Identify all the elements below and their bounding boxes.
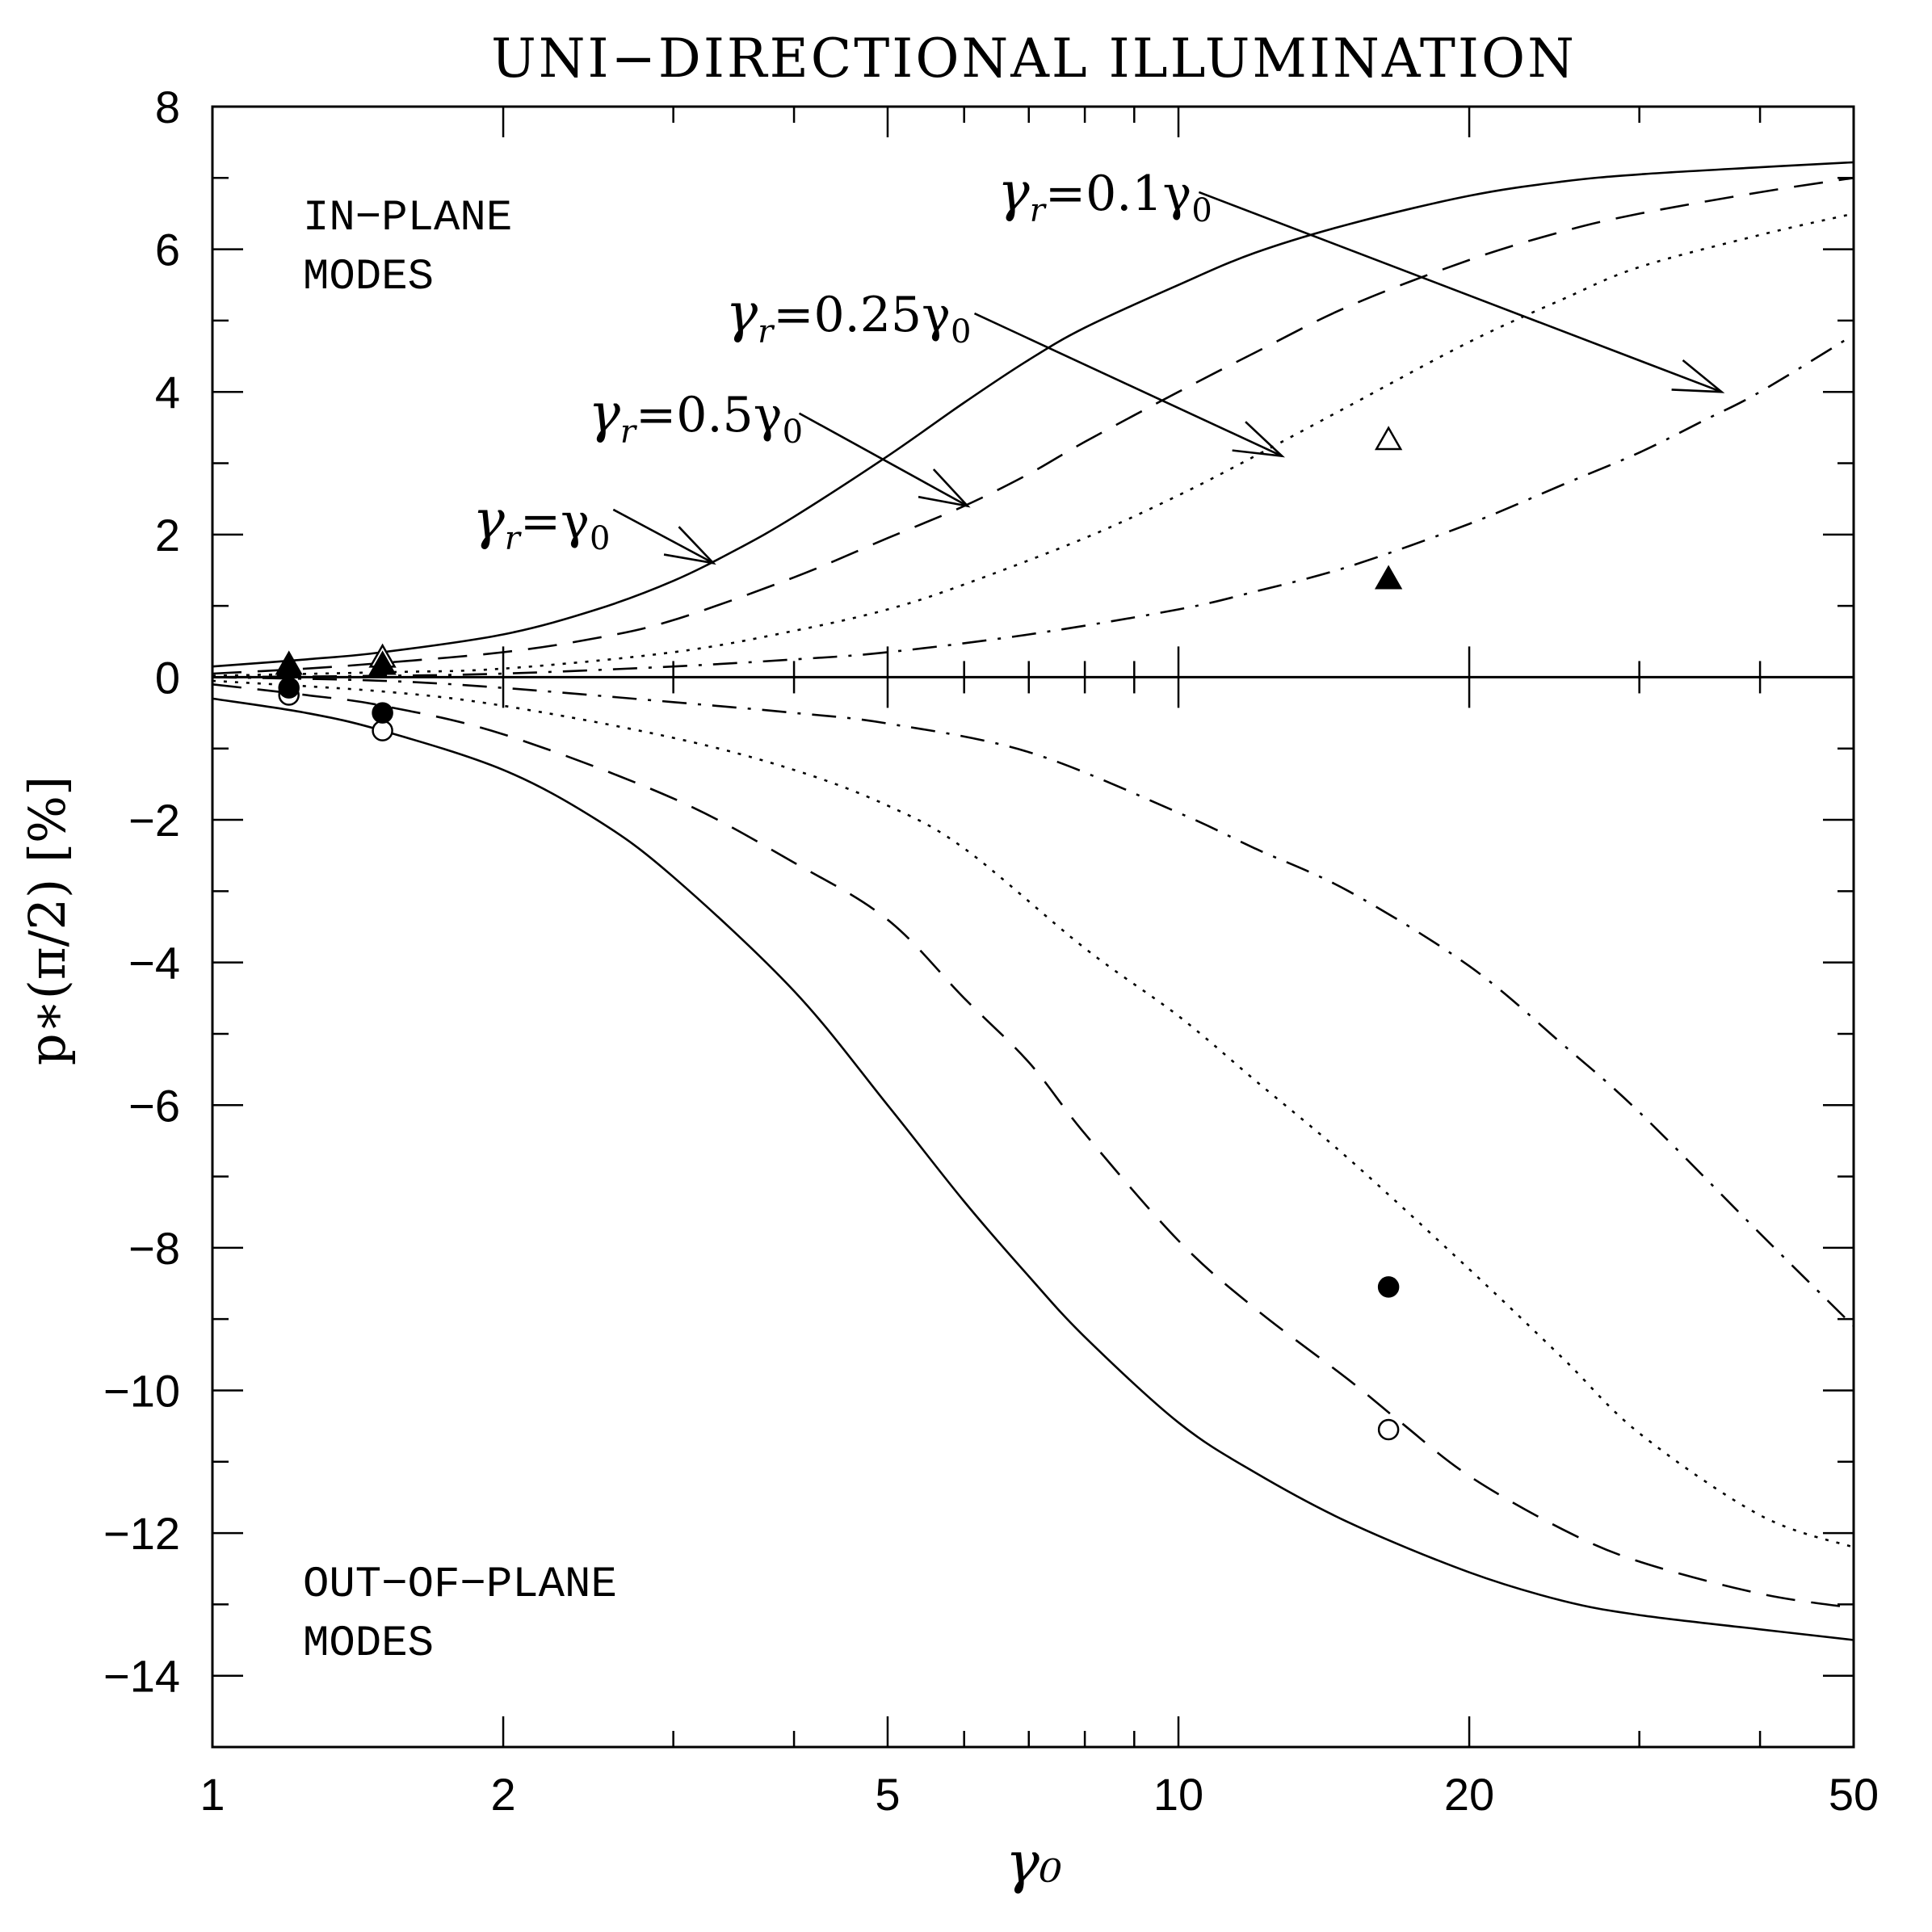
x-tick-label: 1: [200, 1769, 225, 1820]
arrow-head-2: [1232, 421, 1285, 458]
x-tick-label: 50: [1829, 1769, 1879, 1820]
y-tick-label: 6: [155, 225, 180, 275]
y-tick-label: 8: [155, 82, 180, 132]
arrow-line-4: [612, 508, 714, 565]
y-tick-label: −2: [128, 795, 180, 846]
open-triangle-marker: [1374, 426, 1403, 451]
open-circle-marker: [1377, 1418, 1400, 1441]
series-line-1: [212, 161, 1854, 668]
y-tick-label: 0: [155, 652, 180, 703]
arrow-line-3: [798, 412, 968, 507]
filled-circle-marker: [372, 702, 393, 724]
y-axis-label: p∗(π/2) [%]: [18, 776, 77, 1065]
series-line-3: [212, 212, 1854, 677]
in-plane-label-line1: IN−PLANE: [303, 194, 512, 243]
series-line-5: [212, 697, 1854, 1641]
out-plane-label-line1: OUT−OF−PLANE: [303, 1560, 617, 1610]
plot-frame: [211, 105, 1855, 1749]
y-tick-label: 2: [155, 510, 180, 561]
y-tick-label: −12: [103, 1508, 180, 1559]
y-tick-label: 4: [155, 367, 180, 418]
series-lines: [212, 161, 1854, 1641]
annotations: γr=0.1γ0 γr=0.25γ0 γr=0.5γ0 γr=γ0: [472, 161, 1725, 565]
filled-circle-marker: [1377, 1276, 1400, 1298]
x-tick-label: 20: [1444, 1769, 1494, 1820]
x-tick-label: 2: [490, 1769, 515, 1820]
curve-label-4: γr=γ0: [472, 489, 610, 557]
arrow-line-1: [1198, 191, 1722, 393]
markers: [275, 426, 1403, 1441]
series-line-2: [212, 177, 1854, 675]
filled-triangle-marker: [1374, 565, 1403, 590]
curve-label-3: γr=0.5γ0: [588, 382, 803, 451]
series-line-7: [212, 679, 1854, 1548]
arrow-head-1: [1671, 359, 1725, 393]
y-tick-label: −14: [103, 1651, 180, 1702]
y-tick-label: −8: [128, 1223, 180, 1274]
filled-triangle-marker: [368, 650, 397, 675]
y-tick-label: −4: [128, 938, 180, 989]
arrow-line-2: [973, 312, 1283, 457]
open-circle-marker: [372, 720, 393, 741]
x-tick-label: 5: [875, 1769, 900, 1820]
x-axis-label: γ₀: [1006, 1829, 1062, 1896]
filled-circle-marker: [278, 677, 300, 699]
in-plane-label-line2: MODES: [303, 253, 434, 302]
chart-title: UNI−DIRECTIONAL ILLUMINATION: [491, 27, 1577, 90]
curve-label-2: γr=0.25γ0: [726, 282, 972, 351]
arrow-head-4: [663, 526, 716, 565]
x-tick-labels: 1 2 5 10 20 50: [200, 1769, 1879, 1820]
y-tick-label: −6: [128, 1080, 180, 1131]
x-tick-label: 10: [1153, 1769, 1203, 1820]
arrow-head-3: [918, 468, 971, 508]
series-line-6: [212, 683, 1854, 1610]
zero-axis-ticks: [211, 646, 1855, 708]
series-line-8: [212, 676, 1854, 1327]
grid-and-axes: [211, 105, 1855, 1749]
y-tick-label: −10: [103, 1365, 180, 1416]
series-line-4: [212, 334, 1854, 678]
y-tick-labels: 8 6 4 2 0 −2 −4 −6 −8 −10 −12 −14: [103, 82, 180, 1702]
out-plane-label-line2: MODES: [303, 1619, 434, 1669]
curve-label-1: γr=0.1γ0: [998, 161, 1212, 229]
